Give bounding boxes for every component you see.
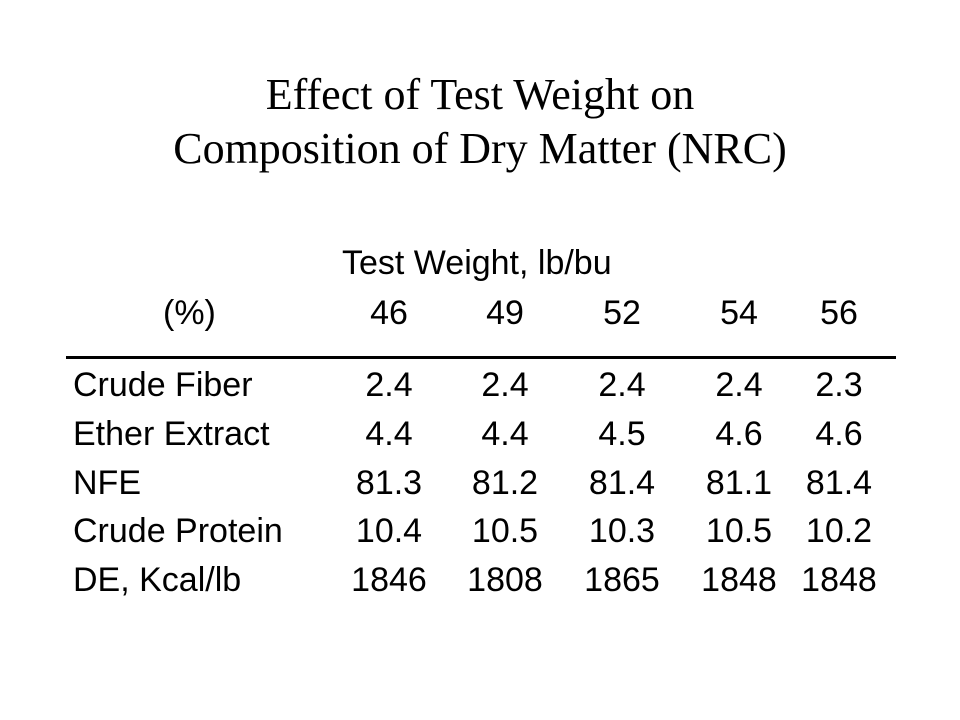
column-header-46: 46 <box>370 294 408 332</box>
table-cell: 81.1 <box>705 464 773 502</box>
table-cell: 81.3 <box>355 464 423 502</box>
table-cell: 1848 <box>801 561 877 599</box>
column-header-52: 52 <box>603 294 641 332</box>
column-header-54: 54 <box>720 294 758 332</box>
table-cell: 10.5 <box>705 512 773 550</box>
percent-unit-header: (%) <box>163 294 216 332</box>
table-cell: 4.5 <box>598 415 646 453</box>
table-cell: 1865 <box>584 561 660 599</box>
table-cell: 2.4 <box>481 366 529 404</box>
table-cell: 4.6 <box>815 415 863 453</box>
slide-title: Effect of Test Weight on Composition of … <box>0 68 960 176</box>
row-label-nfe: NFE <box>73 464 141 502</box>
table-cell: 10.3 <box>588 512 656 550</box>
row-label-crude-protein: Crude Protein <box>73 512 283 550</box>
table-cell: 1808 <box>467 561 543 599</box>
table-cell: 4.4 <box>365 415 413 453</box>
table-cell: 81.4 <box>805 464 873 502</box>
column-header-56: 56 <box>820 294 858 332</box>
title-line-1: Effect of Test Weight on <box>265 70 695 119</box>
table-cell: 4.4 <box>481 415 529 453</box>
table-cell: 2.4 <box>598 366 646 404</box>
table-cell: 81.4 <box>588 464 656 502</box>
column-header-49: 49 <box>486 294 524 332</box>
table-cell: 1846 <box>351 561 427 599</box>
table-cell: 10.2 <box>805 512 873 550</box>
header-divider <box>66 356 896 359</box>
table-cell: 81.2 <box>471 464 539 502</box>
table-cell: 10.5 <box>471 512 539 550</box>
table-cell: 2.3 <box>815 366 863 404</box>
table-cell: 4.6 <box>715 415 763 453</box>
row-label-de-kcal: DE, Kcal/lb <box>73 561 242 599</box>
test-weight-header: Test Weight, lb/bu <box>342 244 612 282</box>
table-cell: 2.4 <box>365 366 413 404</box>
title-line-2: Composition of Dry Matter (NRC) <box>173 124 787 173</box>
table-cell: 2.4 <box>715 366 763 404</box>
row-label-crude-fiber: Crude Fiber <box>73 366 253 404</box>
table-cell: 10.4 <box>355 512 423 550</box>
table-cell: 1848 <box>701 561 777 599</box>
row-label-ether-extract: Ether Extract <box>73 415 270 453</box>
